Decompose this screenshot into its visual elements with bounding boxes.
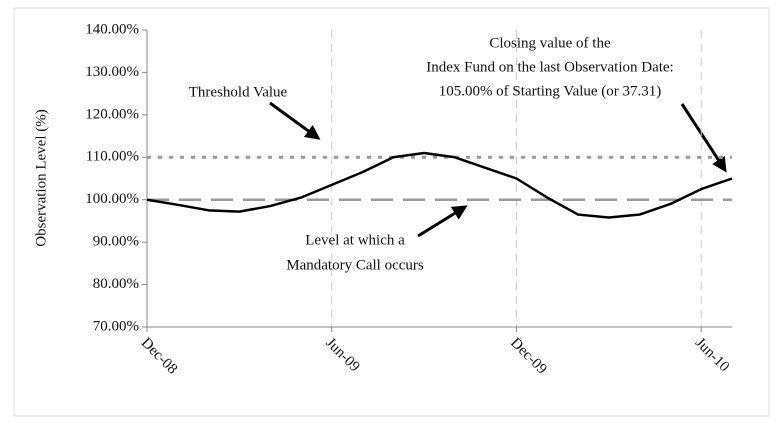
annotation: Index Fund on the last Observation Date: bbox=[426, 59, 673, 75]
y-tick-label: 100.00% bbox=[85, 191, 139, 207]
y-tick-label: 130.00% bbox=[85, 64, 139, 80]
annotation: Threshold Value bbox=[189, 84, 288, 100]
y-tick-label: 120.00% bbox=[85, 106, 139, 122]
annotation: 105.00% of Starting Value (or 37.31) bbox=[439, 83, 662, 99]
y-tick-label: 70.00% bbox=[93, 318, 139, 334]
arrow bbox=[680, 103, 727, 173]
y-tick-label: 140.00% bbox=[85, 21, 139, 37]
x-tick-label: Jun-10 bbox=[692, 335, 732, 375]
arrow bbox=[417, 205, 468, 238]
annotation: Level at which a bbox=[305, 232, 405, 248]
y-tick-label: 110.00% bbox=[86, 149, 139, 165]
arrow bbox=[269, 101, 321, 140]
x-tick-label: Jun-09 bbox=[322, 335, 362, 375]
x-tick-label: Dec-09 bbox=[507, 335, 550, 378]
annotation: Closing value of the bbox=[489, 35, 611, 51]
line bbox=[146, 151, 733, 219]
y-axis-label: Observation Level (%) bbox=[33, 109, 49, 246]
y-tick-label: 80.00% bbox=[93, 276, 139, 292]
y-tick-label: 90.00% bbox=[93, 234, 139, 250]
annotation: Mandatory Call occurs bbox=[286, 257, 424, 273]
x-tick-label: Dec-08 bbox=[138, 335, 181, 378]
frame bbox=[13, 7, 770, 417]
